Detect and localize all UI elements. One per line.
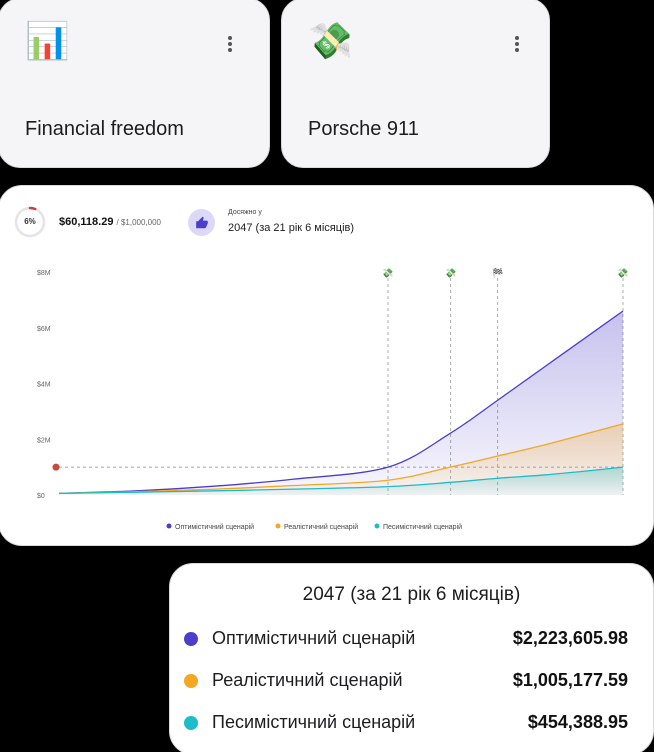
milestone-icon: 🏁 — [492, 267, 503, 278]
scenario-summary-card: 2047 (за 21 рік 6 місяців) Оптимістичний… — [169, 563, 654, 752]
goal-card-financial-freedom[interactable]: 📊 Financial freedom — [0, 0, 270, 168]
pessimistic-dot — [184, 716, 198, 730]
scenario-value: $2,223,605.98 — [512, 628, 628, 648]
scenario-value: $1,005,177.59 — [512, 670, 628, 690]
current-value: $60,118.29 — [59, 216, 114, 228]
milestone-icon: 💸 — [382, 268, 393, 278]
projection-chart: $8M $6M $4M $2M $0 💸 💸 🏁 💸 Оптимістичний сценарій… — [37, 267, 629, 531]
pessimistic-area — [59, 467, 623, 495]
milestone-icon: 💸 — [617, 268, 628, 278]
optimistic-dot — [184, 632, 198, 646]
goal-marker — [52, 463, 60, 471]
current-amount: $60,118.29 / $1,000,000 — [59, 216, 161, 228]
money-wings-icon: 💸 — [308, 20, 353, 61]
more-options-icon[interactable] — [509, 33, 525, 55]
bar-chart-icon: 📊 — [25, 20, 70, 61]
pessimistic-line — [58, 466, 624, 494]
realistic-line — [58, 423, 624, 494]
legend-label: Реалістичний сценарій — [284, 523, 358, 531]
y-tick-label: $2M — [37, 437, 51, 444]
y-tick-label: $0 — [37, 493, 45, 500]
thumbs-up-icon — [188, 209, 215, 236]
summary-row-realistic: Реалістичний сценарій $1,005,177.59 — [184, 668, 628, 692]
scenario-name: Реалістичний сценарій — [212, 670, 403, 690]
more-options-icon[interactable] — [222, 33, 238, 55]
optimistic-line — [58, 310, 624, 494]
scenario-name: Песимістичний сценарій — [212, 712, 416, 732]
legend-label: Песимістичний сценарій — [383, 523, 462, 531]
target-value: / $1,000,000 — [116, 218, 161, 227]
y-tick-label: $8M — [37, 270, 51, 277]
progress-ring — [14, 206, 46, 238]
realistic-dot — [184, 674, 198, 688]
legend-label: Оптимістичний сценарій — [175, 523, 254, 531]
legend-dot — [275, 523, 281, 529]
summary-title: 2047 (за 21 рік 6 місяців) — [302, 584, 521, 605]
y-tick-label: $6M — [37, 326, 51, 333]
progress-percent: 6% — [24, 217, 36, 226]
achieved-label: Досяжно у — [228, 209, 262, 216]
achieved-value: 2047 (за 21 рік 6 місяців) — [228, 222, 355, 234]
goal-title: Porsche 911 — [308, 118, 419, 140]
optimistic-area — [59, 311, 623, 495]
realistic-area — [59, 423, 623, 495]
legend-dot — [374, 523, 380, 529]
goal-card-porsche[interactable]: 💸 Porsche 911 — [281, 0, 550, 168]
scenario-name: Оптимістичний сценарій — [212, 628, 416, 648]
scenario-value: $454,388.95 — [527, 712, 628, 732]
milestone-icon: 💸 — [445, 268, 456, 278]
y-tick-label: $4M — [37, 382, 51, 389]
goal-title: Financial freedom — [25, 118, 184, 140]
legend-dot — [166, 523, 172, 529]
projection-chart-card: $8M $6M $4M $2M $0 💸 💸 🏁 💸 Оптимістичний сценарій… — [0, 185, 654, 546]
summary-row-optimistic: Оптимістичний сценарій $2,223,605.98 — [184, 626, 628, 650]
summary-row-pessimistic: Песимістичний сценарій $454,388.95 — [184, 710, 628, 734]
